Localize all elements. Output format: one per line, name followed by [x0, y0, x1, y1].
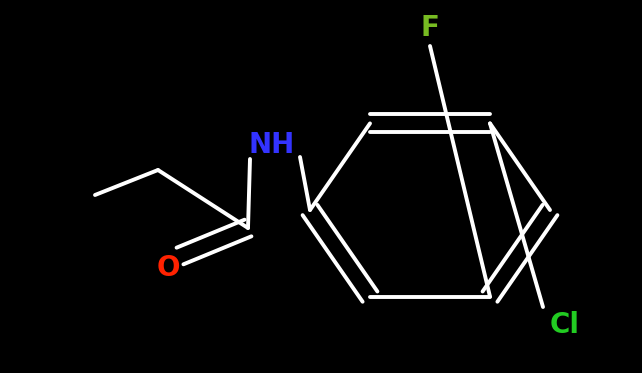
- Text: F: F: [421, 14, 439, 42]
- Text: Cl: Cl: [550, 311, 580, 339]
- Text: O: O: [156, 254, 180, 282]
- Text: NH: NH: [249, 131, 295, 159]
